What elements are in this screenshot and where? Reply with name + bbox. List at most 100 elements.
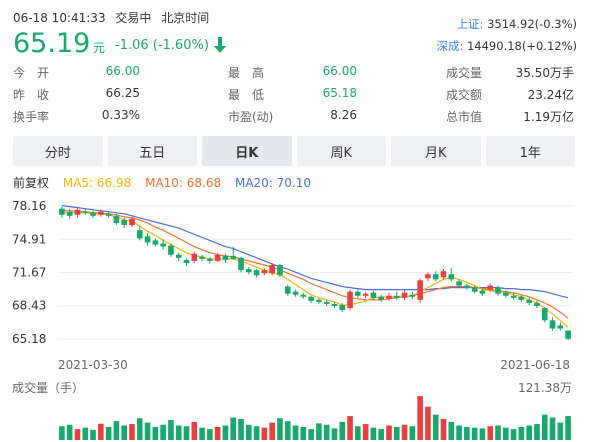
candle-body (502, 292, 509, 296)
volume-bar (370, 427, 377, 440)
candle-body (261, 270, 268, 274)
tab-daily-k[interactable]: 日K (202, 136, 292, 166)
volume-bar (440, 418, 447, 440)
candle-body (495, 287, 501, 294)
candle-body (440, 271, 447, 278)
ma5-legend: MA5: 66.98 (62, 176, 132, 190)
candle-body (292, 291, 299, 295)
timezone: 北京时间 (161, 11, 210, 25)
volume-bar (152, 426, 159, 440)
index-shenzhen[interactable]: 深成: 14490.18(+0.12%) (436, 38, 577, 54)
candle-body (253, 270, 260, 276)
volume-bar (409, 426, 416, 440)
stat-label: 昨 收 (13, 88, 50, 102)
stat-label: 市盈(动) (228, 110, 274, 124)
tab-monthly-k[interactable]: 月K (391, 136, 481, 166)
volume-bar (386, 425, 392, 440)
ma-legend: 前复权 MA5: 66.98 MA10: 68.68 MA20: 70.10 (13, 174, 321, 191)
volume-bar (347, 416, 353, 440)
candle-body (510, 295, 517, 298)
candle-body (323, 301, 330, 304)
volume-bar (113, 421, 120, 440)
candle-body (526, 299, 532, 303)
index-shanghai[interactable]: 上证: 3514.92(-0.3%) (457, 16, 577, 32)
tab-intraday[interactable]: 分时 (13, 136, 103, 166)
stat-value: 0.33% (101, 108, 140, 122)
volume-bar (121, 425, 128, 440)
candle-body (448, 274, 455, 280)
stat-value: 1.19万亿 (523, 110, 574, 124)
volume-bar (238, 418, 244, 440)
stat-value: 23.24亿 (527, 88, 574, 102)
candle-body (245, 269, 252, 273)
candle-body (300, 294, 307, 297)
volume-bar (90, 429, 96, 440)
candle-body (316, 299, 322, 302)
candle-body (230, 255, 237, 259)
stat-value: 66.00 (105, 64, 140, 78)
candle-body (432, 274, 439, 280)
candle-body (339, 304, 346, 311)
candle-body (541, 308, 548, 321)
candle-body (518, 296, 525, 300)
tab-one-year[interactable]: 1年 (485, 136, 575, 166)
candle-body (191, 253, 198, 261)
candle-body (417, 280, 423, 300)
adjust-mode[interactable]: 前复权 (13, 176, 50, 190)
ma5-line (61, 212, 569, 328)
volume-bar (284, 421, 291, 440)
y-tick-label: 74.91 (12, 232, 46, 246)
volume-bar (261, 427, 268, 440)
volume-bar (214, 426, 221, 440)
stat-label: 最 高 (228, 66, 265, 80)
volume-bar (183, 426, 190, 440)
candle-body (456, 281, 462, 286)
candle-body (269, 265, 275, 274)
candle-body (557, 325, 564, 329)
volume-bar (464, 426, 470, 440)
stat-label: 总市值 (446, 110, 483, 124)
stat-value: 65.18 (322, 86, 357, 100)
volume-bar (168, 420, 174, 440)
volume-bar (222, 425, 229, 440)
volume-bar (277, 418, 283, 440)
ma10-line (61, 210, 569, 319)
candle-body (160, 243, 166, 247)
volume-bar (526, 425, 532, 440)
candle-body (222, 255, 229, 260)
candle-body (175, 254, 182, 258)
candle-body (59, 208, 65, 215)
volume-label: 成交量（手） (12, 380, 84, 395)
candle-body (479, 290, 486, 294)
candle-body (378, 296, 385, 300)
candle-body (183, 259, 190, 263)
kline-chart[interactable]: 78.16 74.91 71.67 68.43 65.18 2021-03-30 2021-… (0, 190, 612, 442)
y-tick-label: 68.43 (12, 299, 46, 313)
volume-bar (66, 424, 73, 440)
volume-bar (401, 424, 408, 440)
volume-bar (487, 426, 494, 440)
candle-body (113, 215, 120, 224)
tab-five-day[interactable]: 五日 (107, 136, 197, 166)
candle-body (121, 219, 128, 226)
volume-bar (82, 427, 89, 440)
candle-body (284, 286, 291, 294)
stat-label: 今 开 (13, 66, 50, 80)
candle-body (74, 209, 81, 215)
volume-bar (479, 428, 486, 440)
y-tick-label: 78.16 (12, 199, 46, 213)
volume-bar (323, 424, 330, 440)
volume-bar (269, 422, 275, 440)
index-shenzhen-label: 深成: (436, 39, 464, 53)
candle-body (386, 295, 392, 299)
volume-bar (378, 429, 385, 440)
candle-body (90, 212, 96, 216)
price-unit: 元 (93, 41, 106, 55)
volume-bar (339, 421, 346, 440)
ma10-legend: MA10: 68.68 (145, 176, 222, 190)
candle-body (565, 330, 571, 339)
volume-bar (417, 396, 423, 440)
ma20-line (61, 205, 569, 299)
tab-weekly-k[interactable]: 周K (296, 136, 386, 166)
volume-bar (510, 429, 517, 440)
